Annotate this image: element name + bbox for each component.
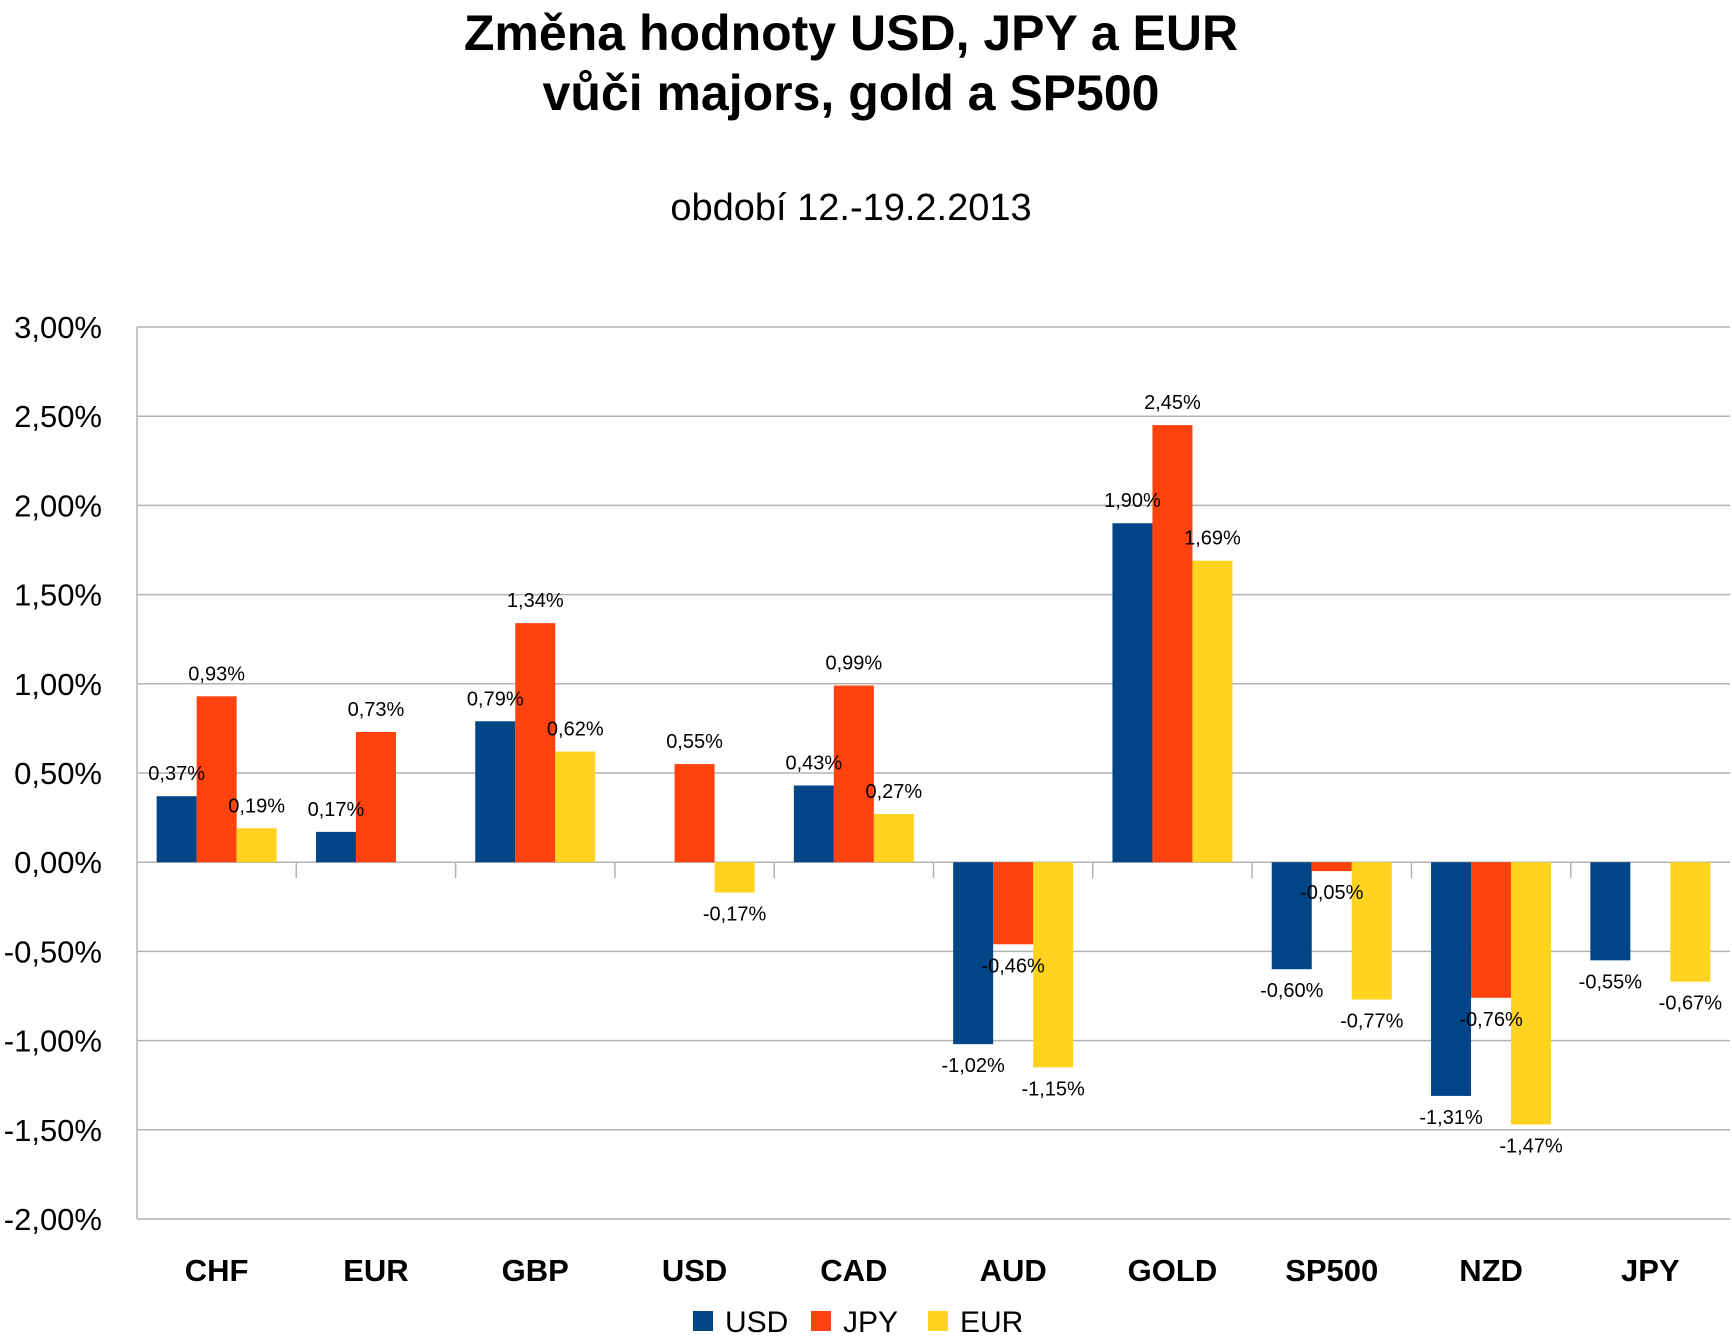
bar-eur-aud [1033, 862, 1074, 1068]
data-label: -0,60% [1260, 980, 1324, 1002]
data-label: -0,67% [1659, 993, 1723, 1015]
bar-eur-nzd [1511, 862, 1552, 1125]
bar-jpy-gbp [515, 623, 556, 863]
data-label: 0,37% [148, 763, 205, 785]
bar-jpy-eur [355, 731, 396, 863]
chart-title-line1: Změna hodnoty USD, JPY a EUR [464, 5, 1238, 61]
bar-eur-gold [1192, 560, 1233, 863]
data-label: 0,99% [825, 653, 882, 675]
x-tick-label: EUR [343, 1253, 408, 1288]
bar-eur-sp500 [1351, 862, 1392, 1000]
bar-usd-cad [793, 785, 834, 863]
data-label: -0,46% [981, 955, 1045, 977]
data-label: 0,27% [865, 781, 922, 803]
y-tick-label: 2,50% [14, 399, 102, 434]
data-label: 0,62% [547, 719, 604, 741]
y-tick-label: 0,50% [14, 756, 102, 791]
data-label: -0,76% [1459, 1009, 1523, 1031]
bar-jpy-gold [1152, 425, 1193, 863]
data-label: 1,69% [1184, 528, 1241, 550]
y-tick-label: 3,00% [14, 310, 102, 345]
legend-swatch-eur [928, 1311, 948, 1331]
legend-swatch-jpy [811, 1311, 831, 1331]
bar-usd-eur [315, 831, 356, 863]
x-tick-label: SP500 [1285, 1253, 1378, 1288]
bar-jpy-cad [833, 685, 874, 863]
y-axis-ticks: 3,00% 2,50% 2,00% 1,50% 1,00% 0,50% 0,00% -0,50… [4, 310, 102, 1237]
bar-jpy-nzd [1471, 862, 1512, 998]
bar-usd-gbp [475, 721, 516, 863]
data-label: -1,15% [1021, 1078, 1085, 1100]
x-tick-label: CHF [185, 1253, 249, 1288]
bar-usd-sp500 [1271, 862, 1312, 970]
x-tick-label: JPY [1621, 1253, 1680, 1288]
data-label: 0,79% [467, 688, 524, 710]
chart-subtitle: období 12.-19.2.2013 [670, 187, 1031, 229]
legend-label-eur: EUR [960, 1306, 1023, 1336]
data-label: 0,19% [228, 795, 285, 817]
data-labels: 0,37% 0,93% 0,19% 0,17% 0,73% 0,79% 1,34% 0,62%… [148, 392, 1722, 1157]
chart-title-line2: vůči majors, gold a SP500 [543, 65, 1160, 121]
data-label: 1,90% [1104, 490, 1161, 512]
bar-usd-chf [156, 796, 197, 863]
data-label: 0,17% [308, 799, 365, 821]
x-axis-ticks: CHF EUR GBP USD CAD AUD GOLD SP500 NZD JPY [185, 1253, 1680, 1288]
bar-usd-nzd [1431, 862, 1472, 1096]
y-tick-label: 0,00% [14, 845, 102, 880]
data-label: 0,73% [348, 699, 405, 721]
y-tick-label: 2,00% [14, 488, 102, 523]
data-label: -0,05% [1300, 882, 1364, 904]
data-label: -0,55% [1579, 971, 1643, 993]
bar-eur-chf [236, 828, 277, 863]
x-tick-label: GOLD [1128, 1253, 1218, 1288]
legend-label-usd: USD [725, 1306, 788, 1336]
data-label: -0,17% [703, 904, 767, 926]
bar-usd-aud [953, 862, 994, 1045]
y-tick-label: -0,50% [4, 934, 102, 969]
bar-usd-jpy [1590, 862, 1631, 961]
x-tick-label: USD [662, 1253, 727, 1288]
x-tick-label: GBP [502, 1253, 569, 1288]
bar-usd-gold [1112, 523, 1153, 863]
y-tick-label: -1,00% [4, 1024, 102, 1059]
x-tick-label: AUD [980, 1253, 1047, 1288]
data-label: -1,31% [1419, 1107, 1483, 1129]
x-tick-label: CAD [820, 1253, 887, 1288]
legend: USD JPY EUR [693, 1306, 1023, 1336]
data-label: 1,34% [507, 590, 564, 612]
data-label: -1,47% [1499, 1135, 1563, 1157]
x-tick-label: NZD [1459, 1253, 1523, 1288]
bar-jpy-sp500 [1311, 862, 1352, 872]
y-tick-label: 1,50% [14, 578, 102, 613]
bar-jpy-chf [196, 696, 237, 863]
bar-eur-gbp [555, 751, 596, 863]
legend-swatch-usd [693, 1311, 713, 1331]
bar-jpy-usd [674, 764, 715, 863]
bar-eur-jpy [1670, 862, 1711, 982]
data-label: 2,45% [1144, 392, 1201, 414]
bar-jpy-aud [993, 862, 1034, 945]
bar-eur-usd [714, 862, 755, 893]
data-label: 0,93% [188, 663, 245, 685]
y-tick-label: -1,50% [4, 1113, 102, 1148]
y-tick-label: -2,00% [4, 1202, 102, 1237]
legend-label-jpy: JPY [843, 1306, 898, 1336]
y-tick-label: 1,00% [14, 667, 102, 702]
grid-lines [136, 326, 1730, 1220]
data-label: 0,55% [666, 731, 723, 753]
data-label: -0,77% [1340, 1011, 1404, 1033]
bar-eur-cad [873, 814, 914, 863]
data-label: -1,02% [941, 1055, 1005, 1077]
data-label: 0,43% [785, 752, 842, 774]
bars [156, 425, 1711, 1125]
